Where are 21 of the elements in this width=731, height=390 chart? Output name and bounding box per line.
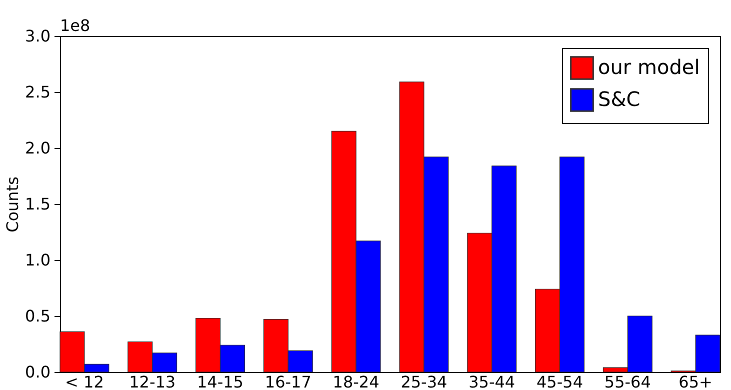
x-tick-label: 55-64 (604, 372, 651, 390)
y-tick-label: 1.0 (25, 250, 50, 270)
x-tick-label: 25-34 (400, 372, 448, 390)
y-tick-label: 1.5 (25, 194, 50, 214)
y-tick-label: 0.5 (25, 306, 50, 326)
x-tick-label: < 12 (65, 372, 104, 390)
y-tick-label: 2.5 (25, 82, 50, 102)
x-tick-label: 16-17 (264, 372, 312, 390)
x-tick-label: 18-24 (332, 372, 380, 390)
x-tick-label: 45-54 (536, 372, 584, 390)
y-tick-label: 0.0 (25, 362, 50, 382)
y-tick-label: 3.0 (25, 26, 50, 46)
legend-label: our model (598, 55, 700, 79)
legend-label: S&C (598, 87, 640, 111)
x-tick-label: 14-15 (196, 372, 244, 390)
y-axis-title: Counts (3, 176, 22, 232)
y-tick-label: 2.0 (25, 138, 50, 158)
text: 1e8 (60, 16, 90, 35)
x-tick-label: 65+ (678, 372, 712, 390)
x-tick-label: 12-13 (129, 372, 176, 390)
x-tick-label: 35-44 (468, 372, 516, 390)
